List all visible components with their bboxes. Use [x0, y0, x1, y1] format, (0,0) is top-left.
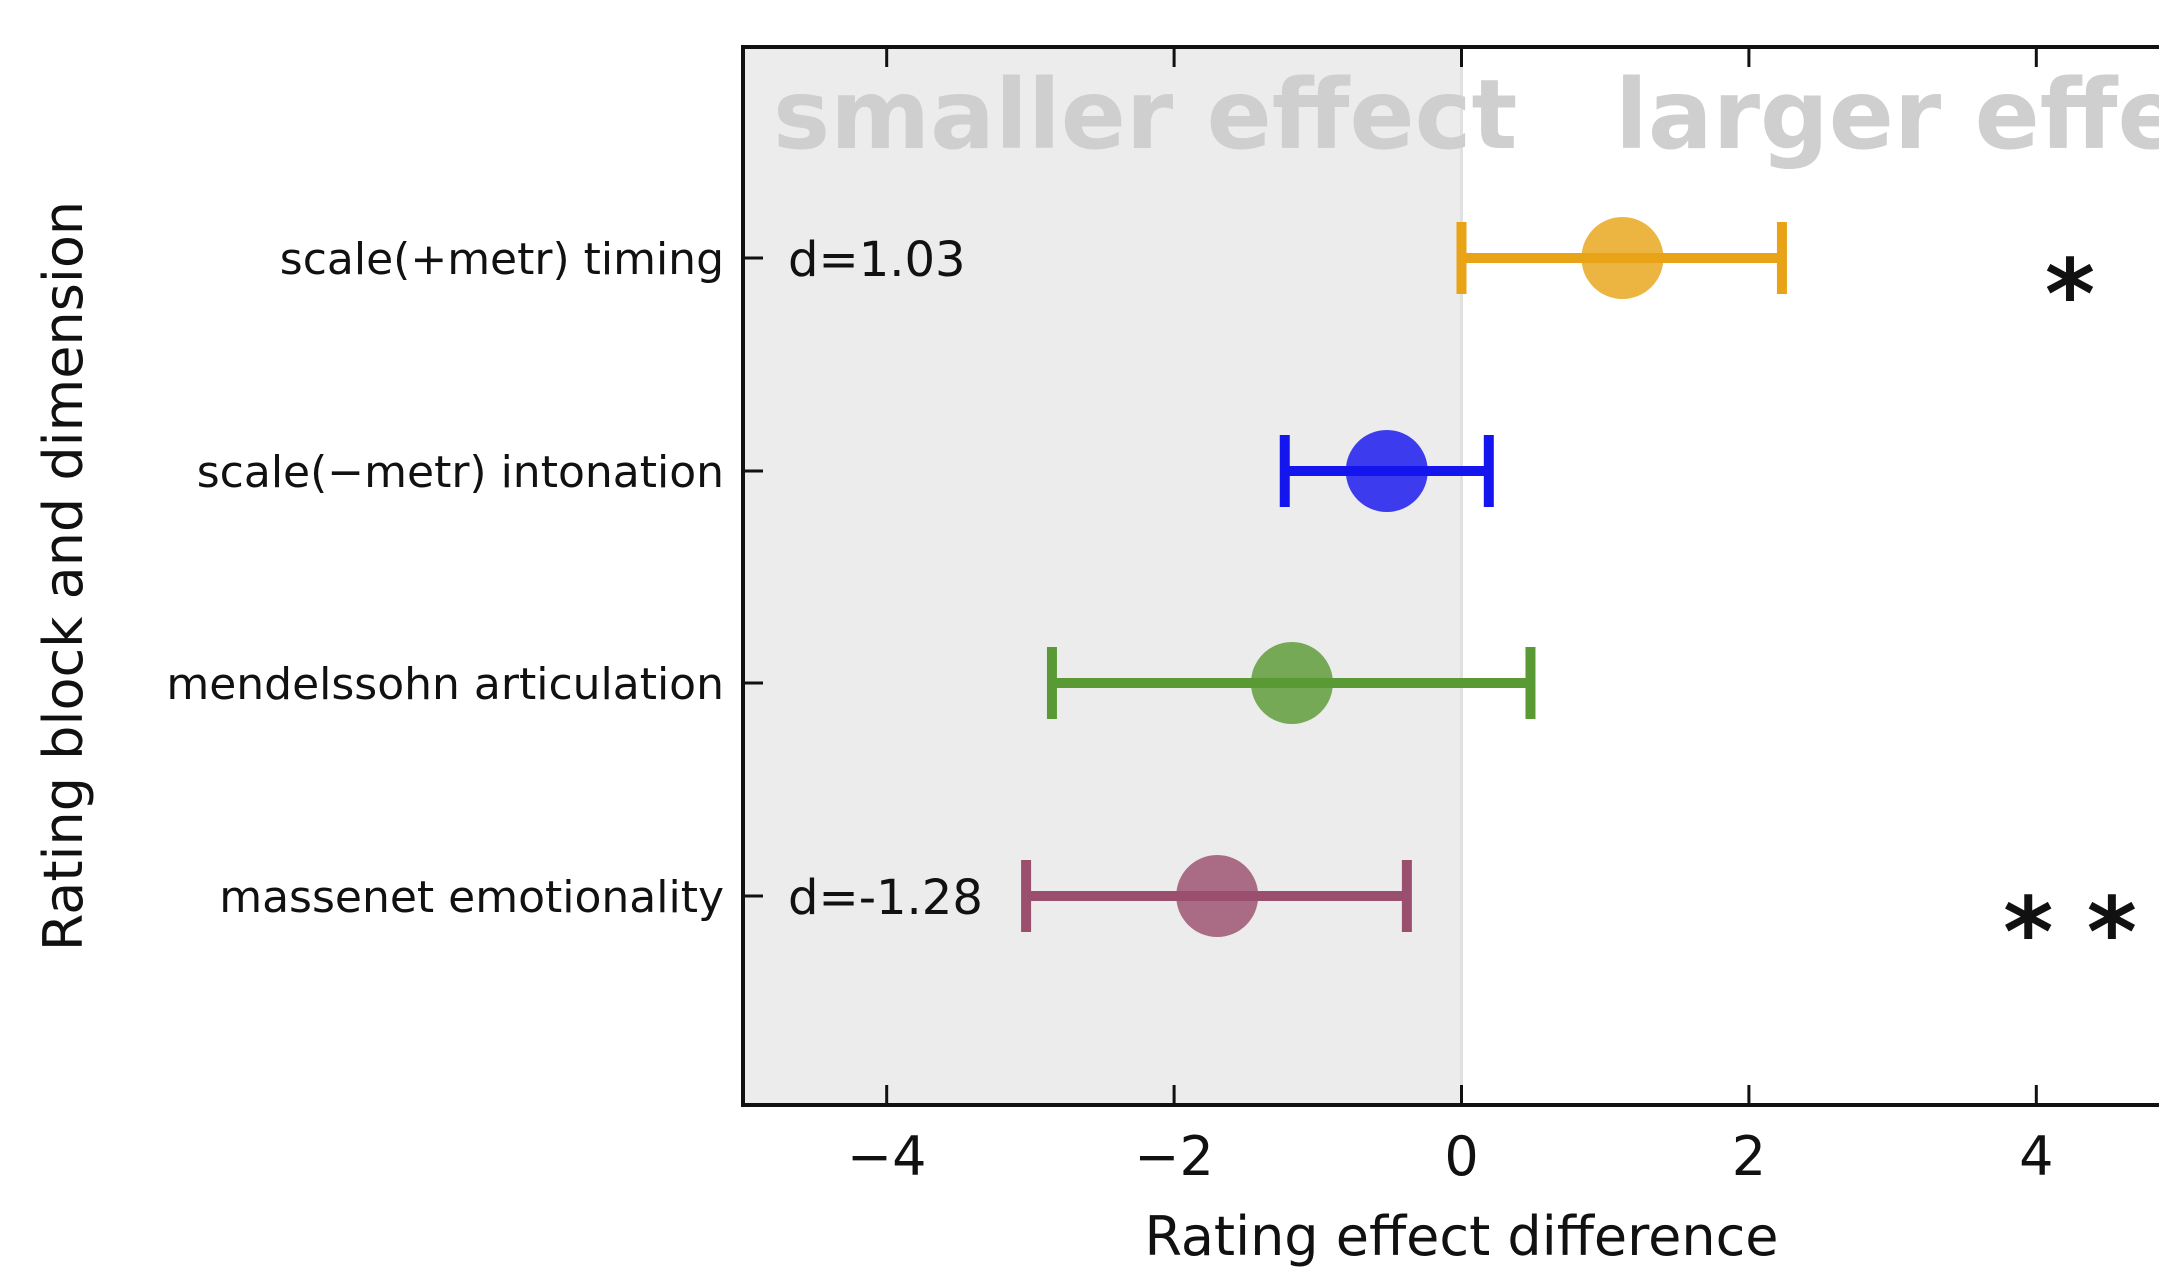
estimate-point	[1581, 217, 1664, 299]
x-tick-label: −4	[847, 1125, 927, 1188]
x-tick-label: −2	[1134, 1125, 1214, 1188]
estimate-point	[1250, 642, 1333, 724]
effect-size-label: d=1.03	[788, 232, 966, 288]
x-axis-title: Rating effect difference	[1144, 1205, 1778, 1268]
x-axis-ticks: −4 −2 0 2 4	[847, 47, 2053, 1188]
x-tick-label: 4	[2019, 1125, 2053, 1188]
region-label-larger: larger effect	[1615, 59, 2159, 171]
effect-size-label: d=-1.28	[788, 870, 983, 926]
category-label: scale(−metr) intonation	[197, 447, 724, 498]
y-axis-ticks: scale(+metr) timing scale(−metr) intonati…	[166, 234, 763, 923]
significance-marker: * *	[2003, 877, 2137, 989]
category-label: scale(+metr) timing	[280, 234, 724, 285]
x-tick-label: 0	[1444, 1125, 1478, 1188]
category-label: massenet emotionality	[219, 872, 724, 923]
estimate-point	[1176, 855, 1259, 937]
significance-marker: *	[2045, 239, 2095, 351]
region-label-smaller: smaller effect	[773, 59, 1517, 171]
data-marks: d=1.03 * d=-1.28 * *	[788, 217, 2137, 989]
region-smaller-effect	[743, 47, 1462, 1105]
category-label: mendelssohn articulation	[166, 659, 724, 710]
estimate-point	[1345, 430, 1428, 512]
y-axis-title: Rating block and dimension	[32, 201, 95, 951]
x-tick-label: 2	[1732, 1125, 1766, 1188]
